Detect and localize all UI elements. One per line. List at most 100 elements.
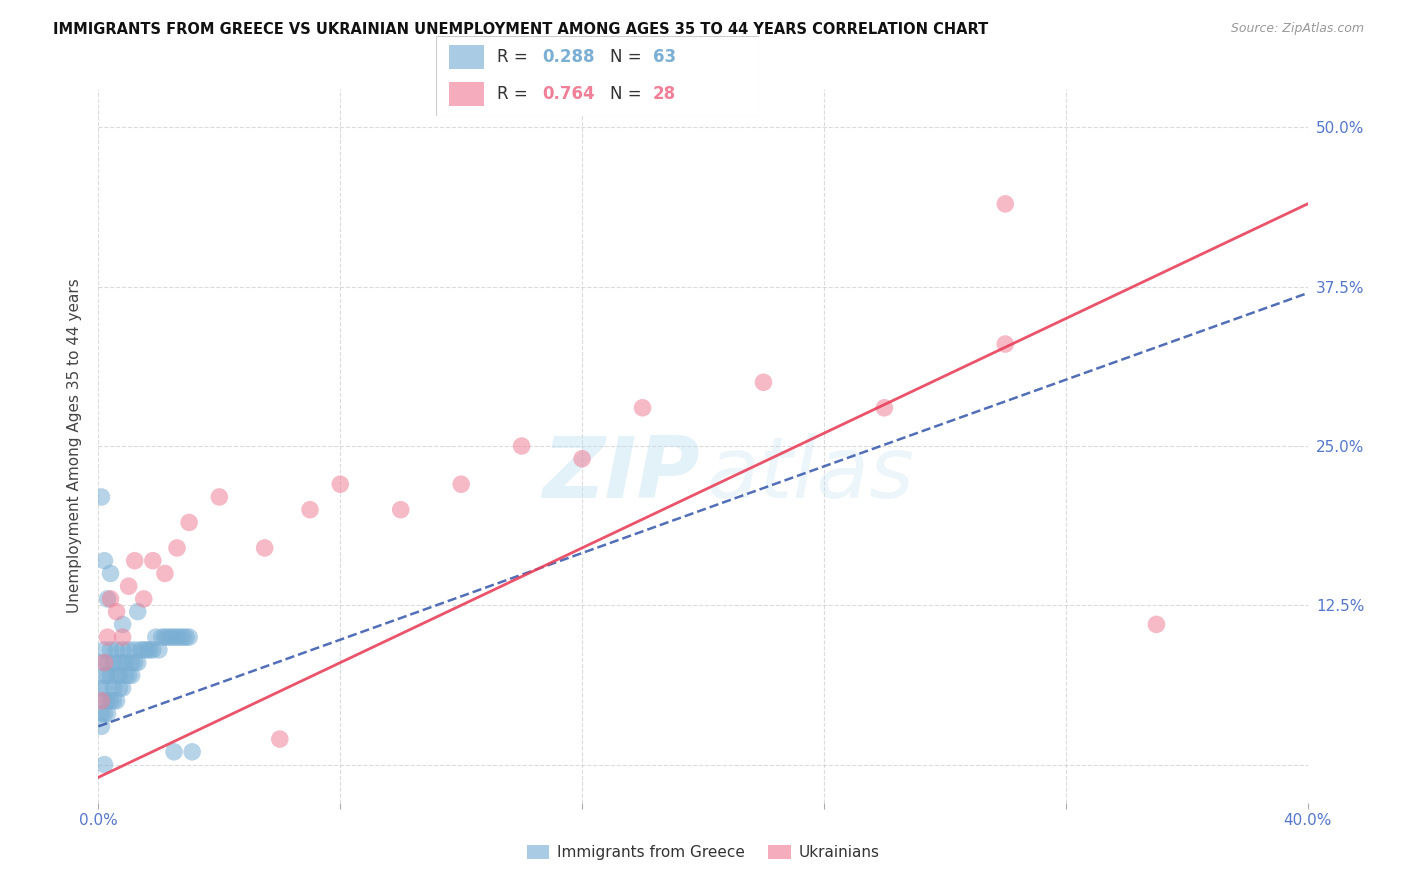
Point [329, 477, 352, 491]
Point [172, 630, 194, 644]
Point [93, 643, 115, 657]
Point [118, 668, 141, 682]
Point [93, 681, 115, 695]
Text: Source: ZipAtlas.com: Source: ZipAtlas.com [1230, 22, 1364, 36]
Point [127, 605, 149, 619]
Point [108, 656, 131, 670]
Point [124, 554, 146, 568]
Point [156, 630, 179, 644]
Point [160, 630, 183, 644]
Point [93, 694, 115, 708]
Point [153, 630, 176, 644]
Point [114, 668, 136, 682]
Point [135, 643, 157, 657]
Bar [449, 82, 484, 106]
Point [179, 516, 201, 530]
Point [96, 591, 118, 606]
Point [163, 630, 186, 644]
Point [96, 694, 118, 708]
Point [299, 502, 322, 516]
Point [105, 605, 128, 619]
Point [90, 490, 112, 504]
Point [124, 643, 146, 657]
Point [100, 668, 122, 682]
Point [96, 668, 118, 682]
Point [93, 706, 115, 721]
Point [90, 681, 112, 695]
Point [103, 681, 125, 695]
Point [103, 656, 125, 670]
Point [103, 694, 125, 708]
Point [179, 630, 201, 644]
Point [90, 656, 112, 670]
Point [174, 630, 197, 644]
Point [100, 643, 122, 657]
Text: N =: N = [610, 48, 647, 66]
Text: 28: 28 [652, 86, 676, 103]
Point [169, 630, 191, 644]
Point [148, 643, 170, 657]
Point [111, 656, 134, 670]
Point [181, 745, 204, 759]
Point [100, 566, 122, 581]
Point [1144, 617, 1167, 632]
Bar [449, 45, 484, 70]
Point [111, 643, 134, 657]
Point [105, 668, 128, 682]
Point [93, 668, 115, 682]
Point [100, 694, 122, 708]
Point [111, 630, 134, 644]
Point [96, 706, 118, 721]
Point [153, 566, 176, 581]
Point [121, 668, 143, 682]
Point [96, 656, 118, 670]
Point [90, 706, 112, 721]
Point [142, 643, 165, 657]
Point [208, 490, 231, 504]
Point [121, 656, 143, 670]
Point [269, 732, 291, 747]
Point [96, 630, 118, 644]
Text: R =: R = [498, 86, 533, 103]
Point [111, 681, 134, 695]
FancyBboxPatch shape [436, 36, 759, 116]
Point [253, 541, 276, 555]
Point [111, 617, 134, 632]
Legend: Immigrants from Greece, Ukrainians: Immigrants from Greece, Ukrainians [520, 839, 886, 866]
Point [139, 643, 162, 657]
Point [163, 745, 186, 759]
Text: atlas: atlas [707, 433, 915, 516]
Text: IMMIGRANTS FROM GREECE VS UKRAINIAN UNEMPLOYMENT AMONG AGES 35 TO 44 YEARS CORRE: IMMIGRANTS FROM GREECE VS UKRAINIAN UNEM… [53, 22, 988, 37]
Point [108, 681, 131, 695]
Y-axis label: Unemployment Among Ages 35 to 44 years: Unemployment Among Ages 35 to 44 years [67, 278, 83, 614]
Point [90, 719, 112, 733]
Point [150, 630, 173, 644]
Point [752, 376, 775, 390]
Point [100, 591, 122, 606]
Text: 63: 63 [652, 48, 676, 66]
Point [631, 401, 654, 415]
Point [994, 197, 1017, 211]
Point [129, 643, 152, 657]
Point [166, 630, 188, 644]
Point [127, 656, 149, 670]
Point [389, 502, 412, 516]
Point [132, 643, 155, 657]
Text: R =: R = [498, 48, 533, 66]
Point [93, 554, 115, 568]
Point [450, 477, 472, 491]
Point [93, 757, 115, 772]
Point [124, 656, 146, 670]
Point [93, 656, 115, 670]
Point [118, 579, 141, 593]
Point [510, 439, 533, 453]
Point [114, 656, 136, 670]
Point [145, 630, 167, 644]
Point [571, 451, 593, 466]
Text: ZIP: ZIP [541, 433, 699, 516]
Point [166, 541, 188, 555]
Point [105, 643, 128, 657]
Point [994, 337, 1017, 351]
Text: 0.764: 0.764 [543, 86, 595, 103]
Point [118, 643, 141, 657]
